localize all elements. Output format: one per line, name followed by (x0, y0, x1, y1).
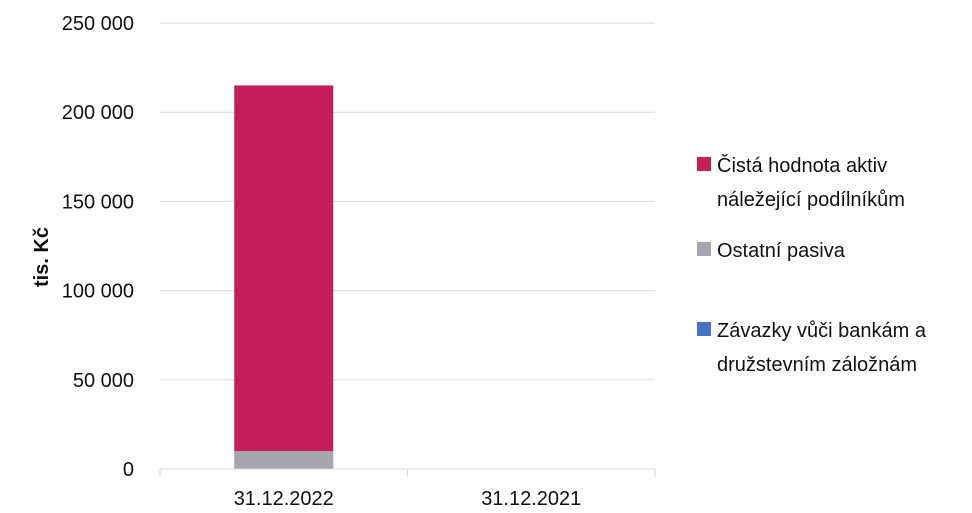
bars (234, 85, 334, 469)
y-tick-label: 250 000 (62, 13, 134, 35)
y-tick-label: 200 000 (62, 102, 134, 124)
legend-label: Ostatní pasiva (717, 240, 846, 262)
y-tick-label: 50 000 (73, 370, 134, 392)
y-tick-labels: 0 50 000 100 000 150 000 200 000 250 000 (62, 13, 134, 481)
legend-item: Čistá hodnota aktiv náležející podílníkům (697, 154, 905, 211)
legend-label: náležející podílníkům (717, 189, 905, 211)
legend-item: Závazky vůči bankám a družstevním záložná… (697, 320, 927, 376)
legend-item: Ostatní pasiva (697, 240, 846, 262)
axes (159, 468, 656, 477)
legend-label: družstevním záložnám (717, 354, 917, 376)
legend-label: Závazky vůči bankám a (717, 320, 927, 342)
y-axis-label: tis. Kč (31, 227, 53, 287)
legend-swatch (697, 157, 711, 171)
legend: Čistá hodnota aktiv náležející podílníkům… (697, 154, 927, 376)
legend-swatch (697, 322, 711, 336)
legend-label: Čistá hodnota aktiv (717, 154, 887, 177)
y-tick-label: 100 000 (62, 281, 134, 303)
x-tick-label: 31.12.2022 (234, 488, 334, 510)
x-tick-labels: 31.12.2022 31.12.2021 (234, 488, 582, 510)
y-tick-label: 0 (123, 459, 134, 481)
bar-segment (234, 85, 334, 452)
bar-segment (234, 451, 334, 469)
x-tick-label: 31.12.2021 (481, 488, 581, 510)
y-tick-label: 150 000 (62, 191, 134, 213)
legend-swatch (697, 242, 711, 256)
